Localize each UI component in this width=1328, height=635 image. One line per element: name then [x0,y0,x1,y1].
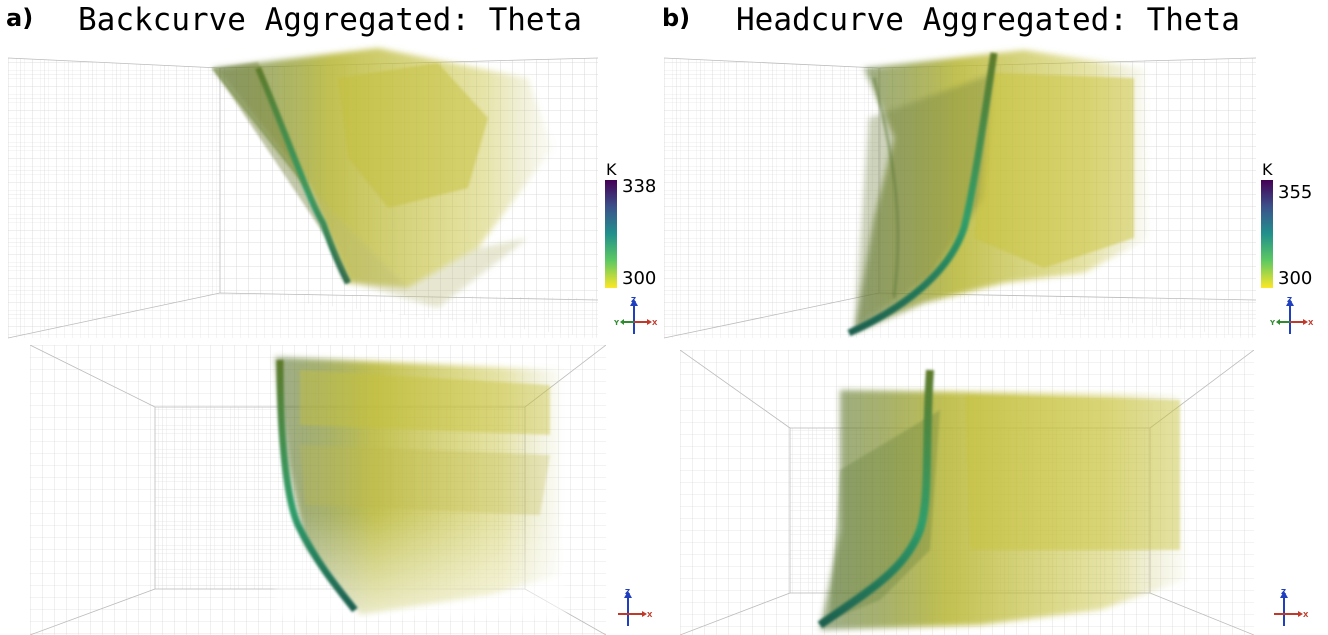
panel-b-letter: b) [662,4,691,32]
panel-a-axis-x-label: X [652,319,658,327]
panel-a-title: Backcurve Aggregated: Theta [78,2,582,38]
panel-a-front-view [30,345,606,635]
panel-b-colorbar-min: 300 [1278,268,1313,289]
panel-a-colorbar-max: 338 [622,176,657,197]
panel-a-colorbar-min: 300 [622,268,657,289]
panel-a-letter: a) [6,4,34,32]
panel-b-front-view [680,350,1254,635]
panel-b-axis-z-label: Z [1287,296,1292,304]
panel-a-axes-triad-bottom: Z X [618,588,653,626]
panel-b-axes-triad-top: Z X Y [1270,296,1314,334]
panel-b-title: Headcurve Aggregated: Theta [736,2,1240,38]
panel-a-top-view [8,48,598,339]
panel-b-axis-z-label-2: Z [1281,588,1286,596]
panel-a-axis-x-label-2: X [647,611,653,619]
panel-b-colorbar-max: 355 [1278,182,1313,203]
panel-a-axis-z-label-2: Z [625,588,630,596]
panel-a-colorbar [605,180,617,288]
panel-b-axis-x-label-2: X [1303,611,1309,619]
panel-b-colorbar [1261,180,1273,288]
panel-b-top-view [664,50,1256,339]
panel-b-axes-triad-bottom: Z X [1274,588,1309,626]
panel-a-colorbar-unit: K [606,160,617,179]
panel-b-colorbar-unit: K [1262,160,1273,179]
panel-b-axis-x-label: X [1308,319,1314,327]
panel-b-axis-y-label: Y [1270,319,1276,327]
panel-a-axis-z-label: Z [631,296,636,304]
panel-a-axis-y-label: Y [614,319,620,327]
panel-a-axes-triad-top: Z X Y [614,296,658,334]
